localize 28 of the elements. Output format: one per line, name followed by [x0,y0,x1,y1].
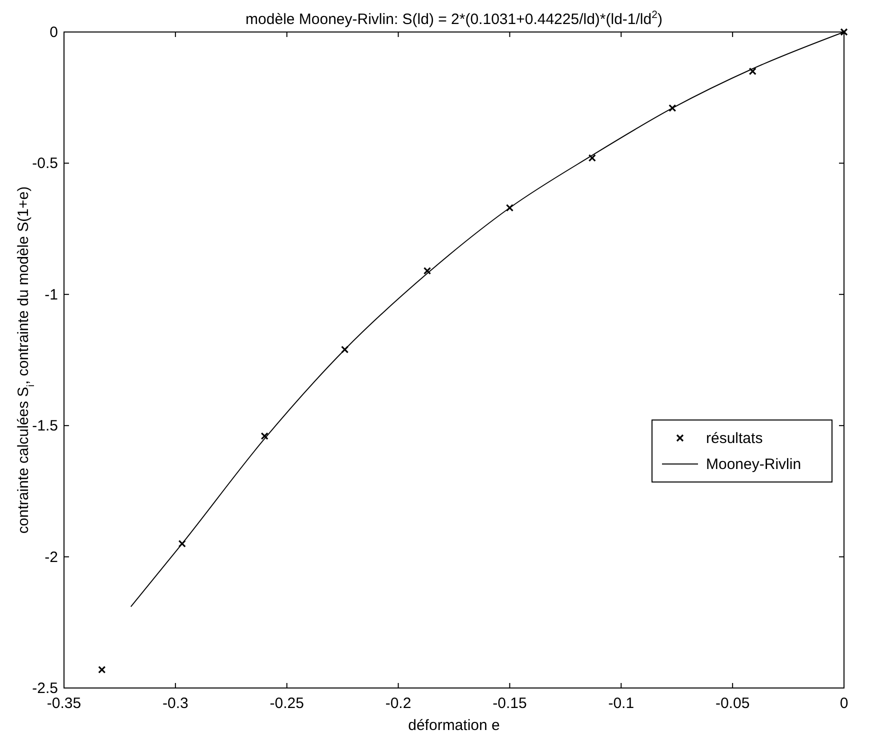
legend-label: résultats [706,430,763,447]
chart-title: modèle Mooney-Rivlin: S(ld) = 2*(0.1031+0.44225/ld)*(ld-1/ld$^{2}$) [246,9,662,28]
point [178,540,186,548]
point [748,68,756,76]
y-tick-label: -1.5 [32,418,58,435]
point [98,666,106,674]
x-tick-label: -0.2 [385,695,412,712]
y-tick-label: 0 [50,24,58,41]
x-tick-label: -0.15 [492,695,527,712]
x-tick-label: -0.3 [162,695,188,712]
x-tick-label: -0.25 [270,695,304,712]
y-tick-label: -0.5 [32,155,58,172]
x-tick-label: -0.1 [608,695,634,712]
x-axis-title: déformation e [408,717,500,734]
x-tick-label: 0 [840,695,848,712]
legend-label: Mooney-Rivlin [706,456,802,473]
x-tick-label: -0.05 [715,695,750,712]
point [840,28,848,36]
y-tick-label: -1 [44,286,58,304]
point [260,432,268,440]
point [588,154,596,162]
x-tick-label: -0.35 [46,695,82,712]
point [423,266,432,275]
y-tick-label: -2.5 [32,680,58,697]
point [341,346,349,354]
y-tick-label: -2 [44,548,58,566]
point [506,204,514,212]
point [668,104,676,112]
